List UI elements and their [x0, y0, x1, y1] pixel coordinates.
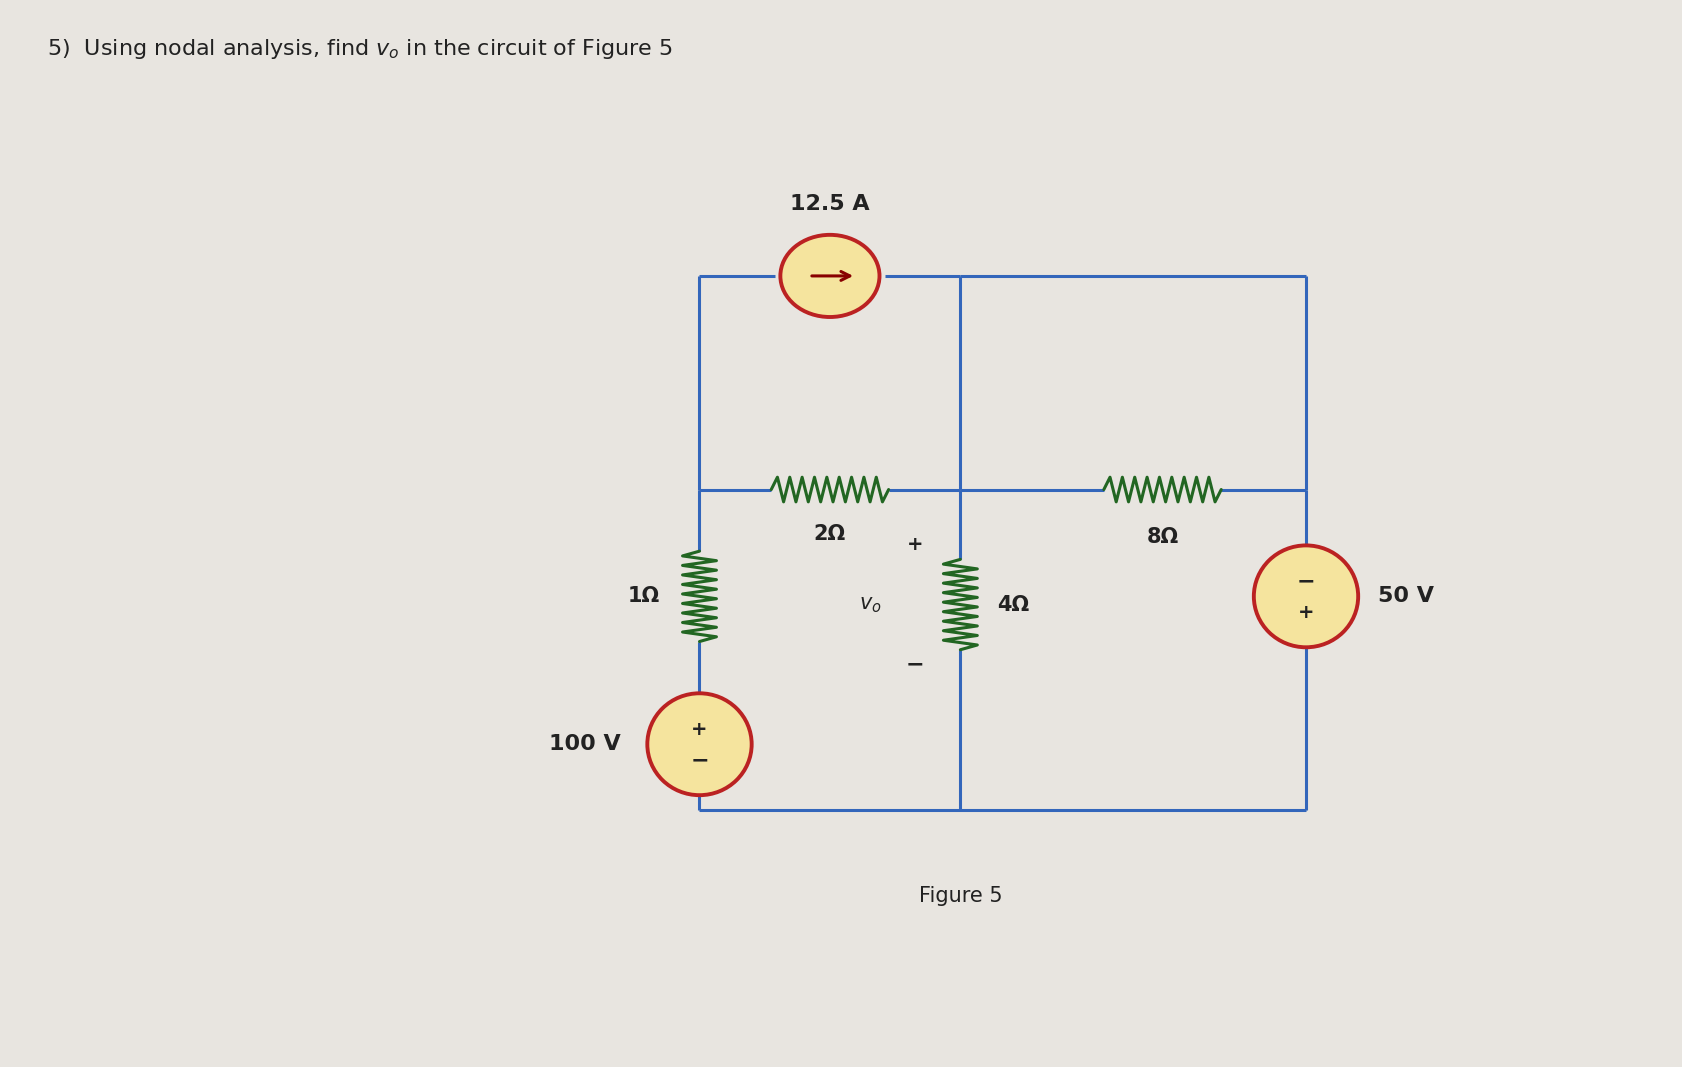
Text: 5)  Using nodal analysis, find $v_o$ in the circuit of Figure 5: 5) Using nodal analysis, find $v_o$ in t… [47, 37, 673, 61]
Text: 100 V: 100 V [548, 734, 621, 754]
Text: −: − [905, 654, 923, 674]
Text: 12.5 A: 12.5 A [789, 194, 870, 214]
Text: 8Ω: 8Ω [1145, 526, 1177, 546]
Ellipse shape [648, 694, 752, 795]
Text: −: − [1295, 572, 1315, 591]
Text: 4Ω: 4Ω [996, 594, 1028, 615]
Text: Figure 5: Figure 5 [918, 887, 1001, 906]
Ellipse shape [780, 235, 880, 317]
Text: −: − [690, 751, 708, 770]
Ellipse shape [1253, 545, 1357, 648]
Text: +: + [691, 720, 708, 739]
Text: +: + [1297, 603, 1314, 622]
Text: $v_o$: $v_o$ [860, 594, 881, 615]
Text: 1Ω: 1Ω [627, 587, 659, 606]
Text: +: + [907, 535, 922, 554]
Text: 2Ω: 2Ω [814, 524, 846, 544]
Text: 50 V: 50 V [1378, 587, 1433, 606]
